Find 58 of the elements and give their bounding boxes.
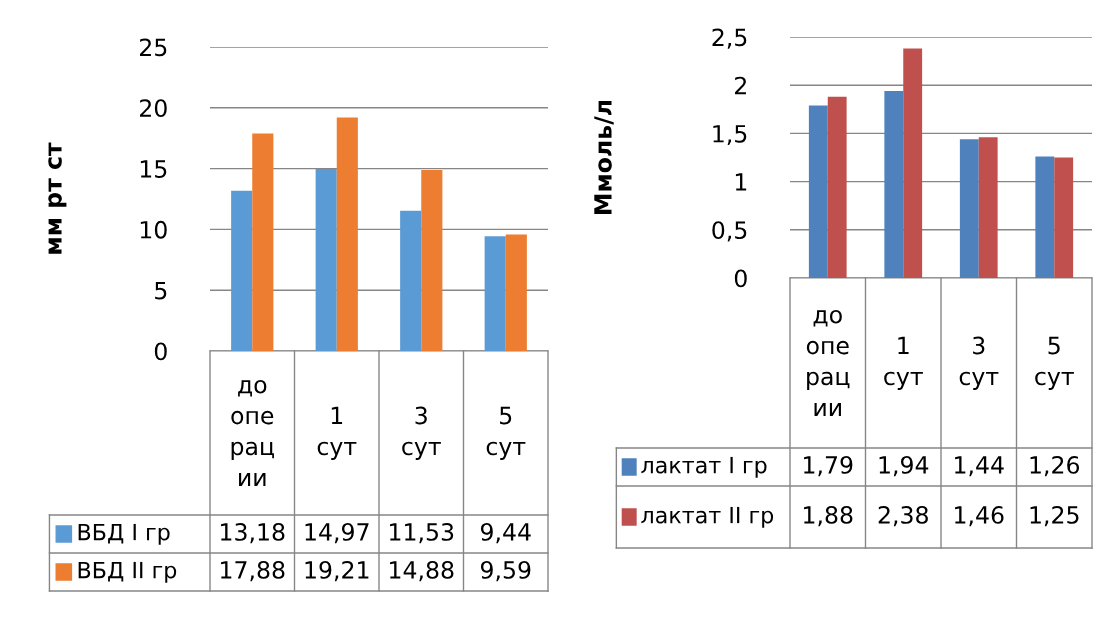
y-tick-label: 2,5 — [712, 28, 747, 49]
data-label: 17,88 — [221, 560, 285, 582]
bar — [505, 234, 527, 351]
bar — [903, 48, 923, 278]
x-tick-label: 3 сут — [402, 406, 441, 460]
bar — [1035, 156, 1055, 278]
data-label: 1,46 — [955, 505, 1004, 527]
data-label: 13,18 — [221, 522, 285, 544]
x-tick-label: 5 сут — [486, 406, 526, 460]
bar — [484, 236, 506, 351]
y-axis-title: Ммоль/л — [594, 100, 614, 214]
y-tick-label: 0 — [734, 269, 747, 288]
data-label: 19,21 — [305, 560, 369, 582]
bar — [231, 190, 253, 351]
bar — [252, 133, 274, 351]
data-label: 1,88 — [804, 505, 853, 527]
x-tick-label: 1 сут — [884, 336, 923, 390]
y-axis-title: мм рт ст — [48, 142, 67, 254]
bar — [978, 137, 998, 278]
y-tick-label: 20 — [140, 99, 167, 118]
bar — [827, 96, 847, 278]
bar — [315, 168, 337, 351]
x-tick-label: 5 сут — [1035, 336, 1074, 390]
bar — [808, 105, 828, 278]
y-tick-label: 5 — [155, 281, 167, 300]
bar — [1054, 157, 1074, 278]
data-label: 1,26 — [1030, 455, 1080, 477]
y-tick-label: 0,5 — [712, 221, 747, 242]
bar — [959, 139, 979, 278]
y-tick-label: 0 — [154, 342, 167, 361]
data-label: 1,25 — [1030, 505, 1079, 527]
y-tick-label: 15 — [140, 160, 167, 178]
data-label: 1,94 — [879, 455, 929, 477]
data-label: 9,59 — [480, 560, 531, 582]
y-tick-label: 2 — [735, 76, 746, 95]
legend-label: лактат I гр — [641, 456, 767, 478]
legend-label: ВБД II гр — [78, 561, 177, 583]
data-label: 11,53 — [390, 522, 454, 544]
data-label: 14,88 — [390, 560, 454, 582]
bar — [421, 170, 443, 351]
data-label: 1,79 — [804, 455, 853, 477]
bar — [400, 210, 422, 351]
x-tick-label: 3 сут — [959, 336, 999, 390]
data-label: 14,97 — [305, 522, 369, 544]
legend-label: лактат II гр — [641, 506, 774, 528]
x-tick-label: до операции — [231, 379, 274, 486]
bar — [884, 90, 904, 278]
bar — [336, 117, 358, 351]
x-tick-label: 1 сут — [317, 406, 357, 460]
y-tick-label: 1,5 — [713, 125, 747, 146]
legend-label: ВБД I гр — [78, 523, 170, 545]
y-tick-label: 25 — [140, 38, 167, 57]
data-label: 1,44 — [955, 456, 1004, 477]
data-label: 2,38 — [878, 505, 928, 527]
y-tick-label: 10 — [140, 220, 167, 239]
data-label: 9,44 — [480, 522, 531, 544]
y-tick-label: 1 — [735, 173, 747, 191]
x-tick-label: до операции — [806, 309, 850, 416]
